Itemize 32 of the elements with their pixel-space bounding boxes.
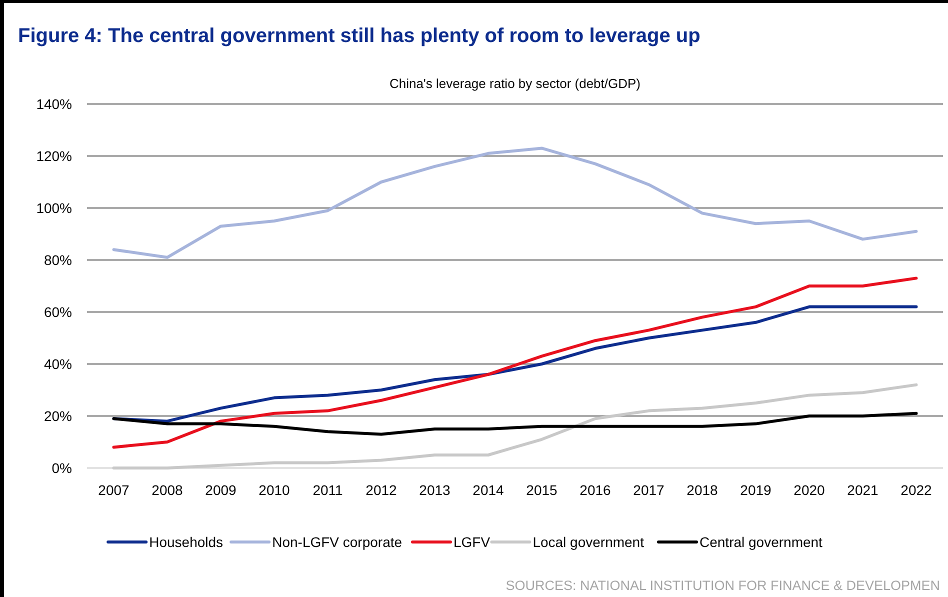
y-tick-label: 120%	[36, 148, 72, 164]
legend-label: Local government	[532, 534, 644, 550]
x-tick-label: 2012	[366, 482, 398, 498]
x-tick-label: 2017	[633, 482, 665, 498]
y-tick-label: 80%	[44, 252, 72, 268]
y-tick-label: 100%	[36, 200, 72, 216]
x-tick-label: 2009	[205, 482, 237, 498]
x-tick-label: 2014	[472, 482, 504, 498]
x-tick-label: 2019	[740, 482, 772, 498]
x-tick-label: 2021	[847, 482, 879, 498]
x-tick-label: 2015	[526, 482, 558, 498]
x-tick-label: 2016	[580, 482, 612, 498]
y-tick-label: 140%	[36, 96, 72, 112]
x-tick-label: 2007	[98, 482, 130, 498]
x-tick-label: 2010	[258, 482, 290, 498]
y-tick-label: 0%	[52, 460, 72, 476]
x-tick-label: 2013	[419, 482, 451, 498]
legend-label: Non-LGFV corporate	[272, 534, 402, 550]
chart-subtitle: China's leverage ratio by sector (debt/GDP)	[389, 76, 641, 91]
legend-label: LGFV	[454, 534, 491, 550]
y-tick-label: 60%	[44, 304, 72, 320]
x-tick-label: 2020	[794, 482, 826, 498]
x-tick-label: 2018	[686, 482, 718, 498]
legend-label: Central government	[700, 534, 823, 550]
source-note: SOURCES: NATIONAL INSTITUTION FOR FINANCE & DEVELOPMEN	[506, 578, 940, 593]
x-tick-label: 2022	[900, 482, 932, 498]
y-tick-label: 40%	[44, 356, 72, 372]
x-tick-label: 2008	[152, 482, 184, 498]
x-tick-label: 2011	[312, 482, 344, 498]
y-tick-label: 20%	[44, 408, 72, 424]
chart-title: Figure 4: The central government still has plenty of room to leverage up	[18, 25, 700, 47]
legend-label: Households	[149, 534, 224, 550]
